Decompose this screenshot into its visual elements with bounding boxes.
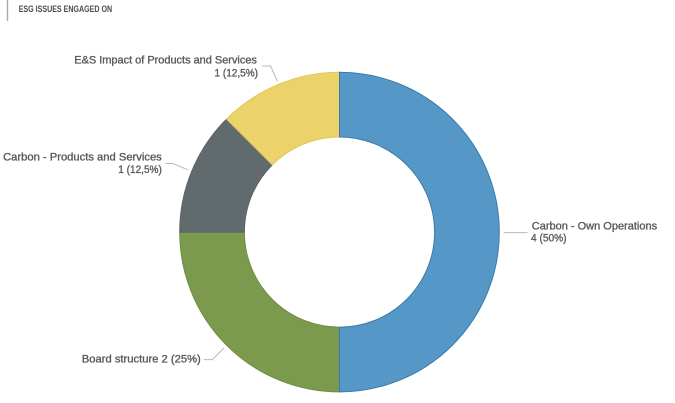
svg-text:1 (12,5%): 1 (12,5%) — [118, 164, 162, 176]
svg-text:4 (50%): 4 (50%) — [531, 233, 567, 245]
svg-text:Carbon - Own Operations: Carbon - Own Operations — [532, 221, 658, 233]
svg-text:Carbon - Products and Services: Carbon - Products and Services — [3, 151, 162, 163]
svg-text:1 (12,5%): 1 (12,5%) — [215, 67, 259, 79]
svg-text:E&S Impact of Products and Ser: E&S Impact of Products and Services — [74, 55, 257, 67]
svg-text:Board structure 2 (25%): Board structure 2 (25%) — [82, 354, 201, 366]
svg-text:ESG ISSUES ENGAGED ON: ESG ISSUES ENGAGED ON — [19, 4, 112, 14]
